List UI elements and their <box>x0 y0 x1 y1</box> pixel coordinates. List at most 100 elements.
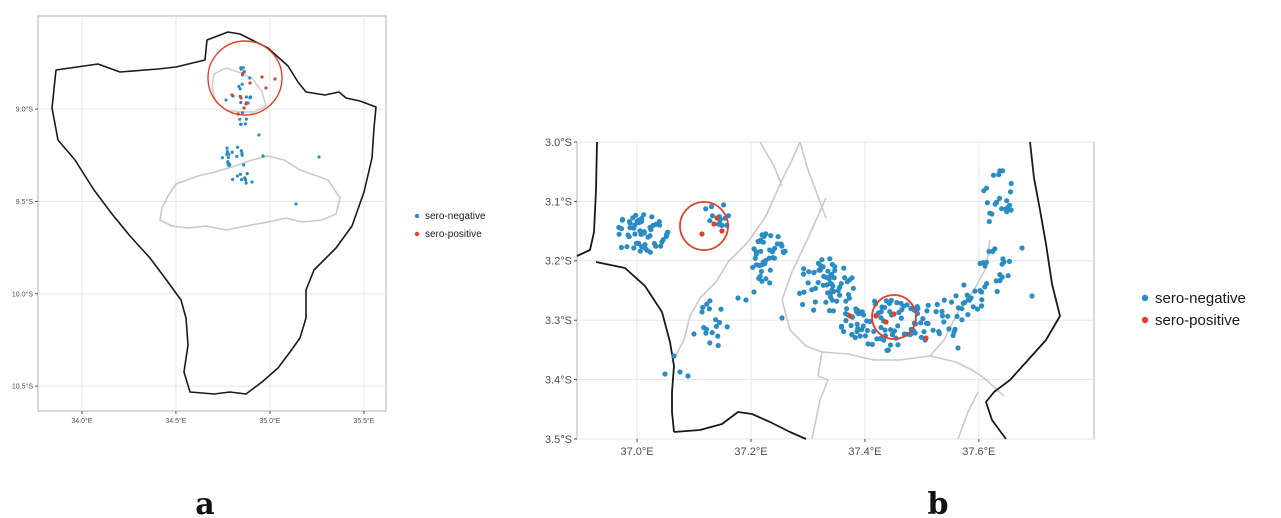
panel-b-sero-negative-point <box>780 249 786 255</box>
panel-b-sero-negative-point <box>778 241 784 247</box>
panel-b-sero-negative-point <box>948 299 955 305</box>
panel-b-x-tick-label: 37.2°E <box>734 446 767 458</box>
panel-a-sero-negative-point <box>235 174 239 178</box>
panel-b-sero-negative-point <box>801 289 807 295</box>
panel-a-sero-negative-point <box>250 180 254 184</box>
panel-a-sero-negative-point <box>225 146 229 150</box>
panel-b-sero-negative-point <box>707 340 713 346</box>
panel-b-sero-negative-point <box>955 345 961 351</box>
panel-b-sero-negative-point <box>637 248 643 254</box>
panel-b-sero-negative-point <box>982 284 988 290</box>
panel-b-sero-negative-point <box>844 306 850 312</box>
panel-b-sero-negative-point <box>626 234 632 240</box>
panel-b-sero-negative-point <box>857 333 863 339</box>
panel-b-sero-negative-point <box>966 297 973 303</box>
panel-b-sero-negative-point <box>936 329 942 335</box>
panel-b-x-tick-label: 37.4°E <box>848 446 881 458</box>
panel-b-sero-negative-point <box>631 225 637 231</box>
panel-a-sero-negative-point <box>226 160 230 164</box>
panel-a-sero-positive-point <box>264 86 268 90</box>
panel-b-sero-negative-point <box>921 329 927 335</box>
panel-b-sero-negative-point <box>750 264 756 270</box>
panel-b-y-tick-label: 3.5°S <box>545 434 572 446</box>
panel-b-sero-negative-point <box>824 282 830 288</box>
panel-b-sero-negative-point <box>849 275 855 281</box>
panel-b-sero-negative-point <box>1005 273 1011 279</box>
panel-b-sero-negative-point <box>1006 258 1013 264</box>
panel-b-sero-negative-point <box>823 299 829 305</box>
panel-a-sero-negative-point <box>239 122 243 126</box>
panel-b-sero-negative-point <box>779 315 785 321</box>
panel-b-sero-negative-point <box>901 303 907 309</box>
panel-b-sero-negative-point <box>774 241 781 247</box>
panel-b-sero-negative-point <box>864 318 870 324</box>
panel-b-sero-negative-point <box>843 298 849 304</box>
panel-b-sero-negative-point <box>854 321 860 327</box>
panel-a-frame <box>37 15 387 412</box>
panel-a-sero-negative-point <box>245 172 249 176</box>
panel-b-sero-negative-point <box>987 210 993 216</box>
panel-b-sero-negative-point <box>827 308 833 314</box>
panel-b-sero-negative-point <box>997 277 1003 284</box>
panel-b-sero-negative-point <box>715 342 721 349</box>
panel-b-sero-negative-point <box>618 244 625 251</box>
panel-b-sero-negative-point <box>841 328 847 335</box>
panel-b-sero-negative-point <box>914 304 920 310</box>
panel-b-grid <box>577 141 1094 440</box>
panel-b-sero-negative-point <box>979 297 985 303</box>
panel-b-sero-negative-point <box>878 324 884 331</box>
panel-b-sero-negative-point <box>658 243 664 249</box>
panel-b-sero-negative-point <box>895 342 901 348</box>
panel-b-sero-negative-point <box>925 302 931 308</box>
panel-b-sero-positive-point <box>699 231 705 237</box>
panel-b-y-tick-label: 3.4°S <box>545 374 572 386</box>
panel-b-sero-negative-point <box>953 293 959 299</box>
panel-b-sero-negative-point <box>883 298 889 304</box>
panel-b-sero-negative-point <box>805 280 811 286</box>
panel-b-axis-ticks: 37.0°E 37.2°E 37.4°E 37.6°E 3.0°S 3.1°S 3.2°S 3… <box>545 137 995 458</box>
panel-b-sero-negative-point <box>817 262 824 268</box>
panel-b-sero-positive-point <box>873 313 879 319</box>
panel-b-sero-negative-point <box>759 232 765 238</box>
panel-b-sero-negative-point <box>758 248 764 254</box>
panel-b-sero-negative-point <box>977 288 983 294</box>
panel-b-sero-negative-point <box>862 333 869 339</box>
panel-b-sero-negative-point <box>962 299 968 306</box>
panel-b-sero-negative-point <box>959 306 965 312</box>
panel-a-sero-positive-point <box>244 102 248 106</box>
panel-a: 34.0°E 34.5°E 35.0°E 35.5°E 9.0°S 9.5°S 10.0°S… <box>12 15 486 518</box>
panel-b-x-tick-label: 37.6°E <box>962 446 995 458</box>
panel-b-sero-negative-point <box>708 204 715 210</box>
panel-a-sero-negative-point <box>231 177 235 181</box>
panel-b-sero-negative-point <box>649 214 655 220</box>
panel-b-sero-negative-point <box>718 306 724 312</box>
panel-b-sero-negative-point <box>872 298 878 304</box>
panel-b-sero-negative-point <box>986 218 992 225</box>
panel-b-sero-negative-point <box>961 282 967 288</box>
panel-b-sero-negative-point <box>752 255 758 261</box>
panel-a-sero-positive-point <box>248 81 252 85</box>
panel-b-sero-negative-point <box>815 279 821 286</box>
panel-b-sero-negative-point <box>704 301 710 307</box>
panel-b-sero-negative-point <box>999 206 1005 212</box>
panel-b-sero-negative-point <box>923 320 930 326</box>
panel-b-sero-negative-point <box>771 255 778 261</box>
panel-b-sero-negative-point <box>951 329 957 335</box>
panel-b-sero-negative-point <box>639 215 645 222</box>
panel-a-sero-negative-point <box>226 155 230 160</box>
panel-b: 37.0°E 37.2°E 37.4°E 37.6°E 3.0°S 3.1°S 3.2°S 3… <box>545 137 1246 518</box>
panel-b-sero-negative-point <box>972 288 978 294</box>
panel-a-sero-negative-point <box>238 117 242 121</box>
panel-b-sero-negative-point <box>819 257 825 263</box>
panel-a-axis-ticks: 34.0°E 34.5°E 35.0°E 35.5°E 9.0°S 9.5°S 10.0°S… <box>12 106 375 425</box>
panel-b-sero-negative-point <box>854 329 860 335</box>
panel-b-y-tick-label: 3.0°S <box>545 137 572 149</box>
panel-b-sero-negative-point <box>618 226 625 232</box>
panel-b-sero-negative-point <box>895 323 901 329</box>
panel-b-sero-negative-point <box>753 262 760 268</box>
panel-b-sero-negative-point <box>994 288 1000 295</box>
panel-b-sero-negative-point <box>718 222 724 228</box>
panel-b-sero-negative-point <box>713 323 720 329</box>
panel-b-sero-negative-point <box>755 238 761 245</box>
